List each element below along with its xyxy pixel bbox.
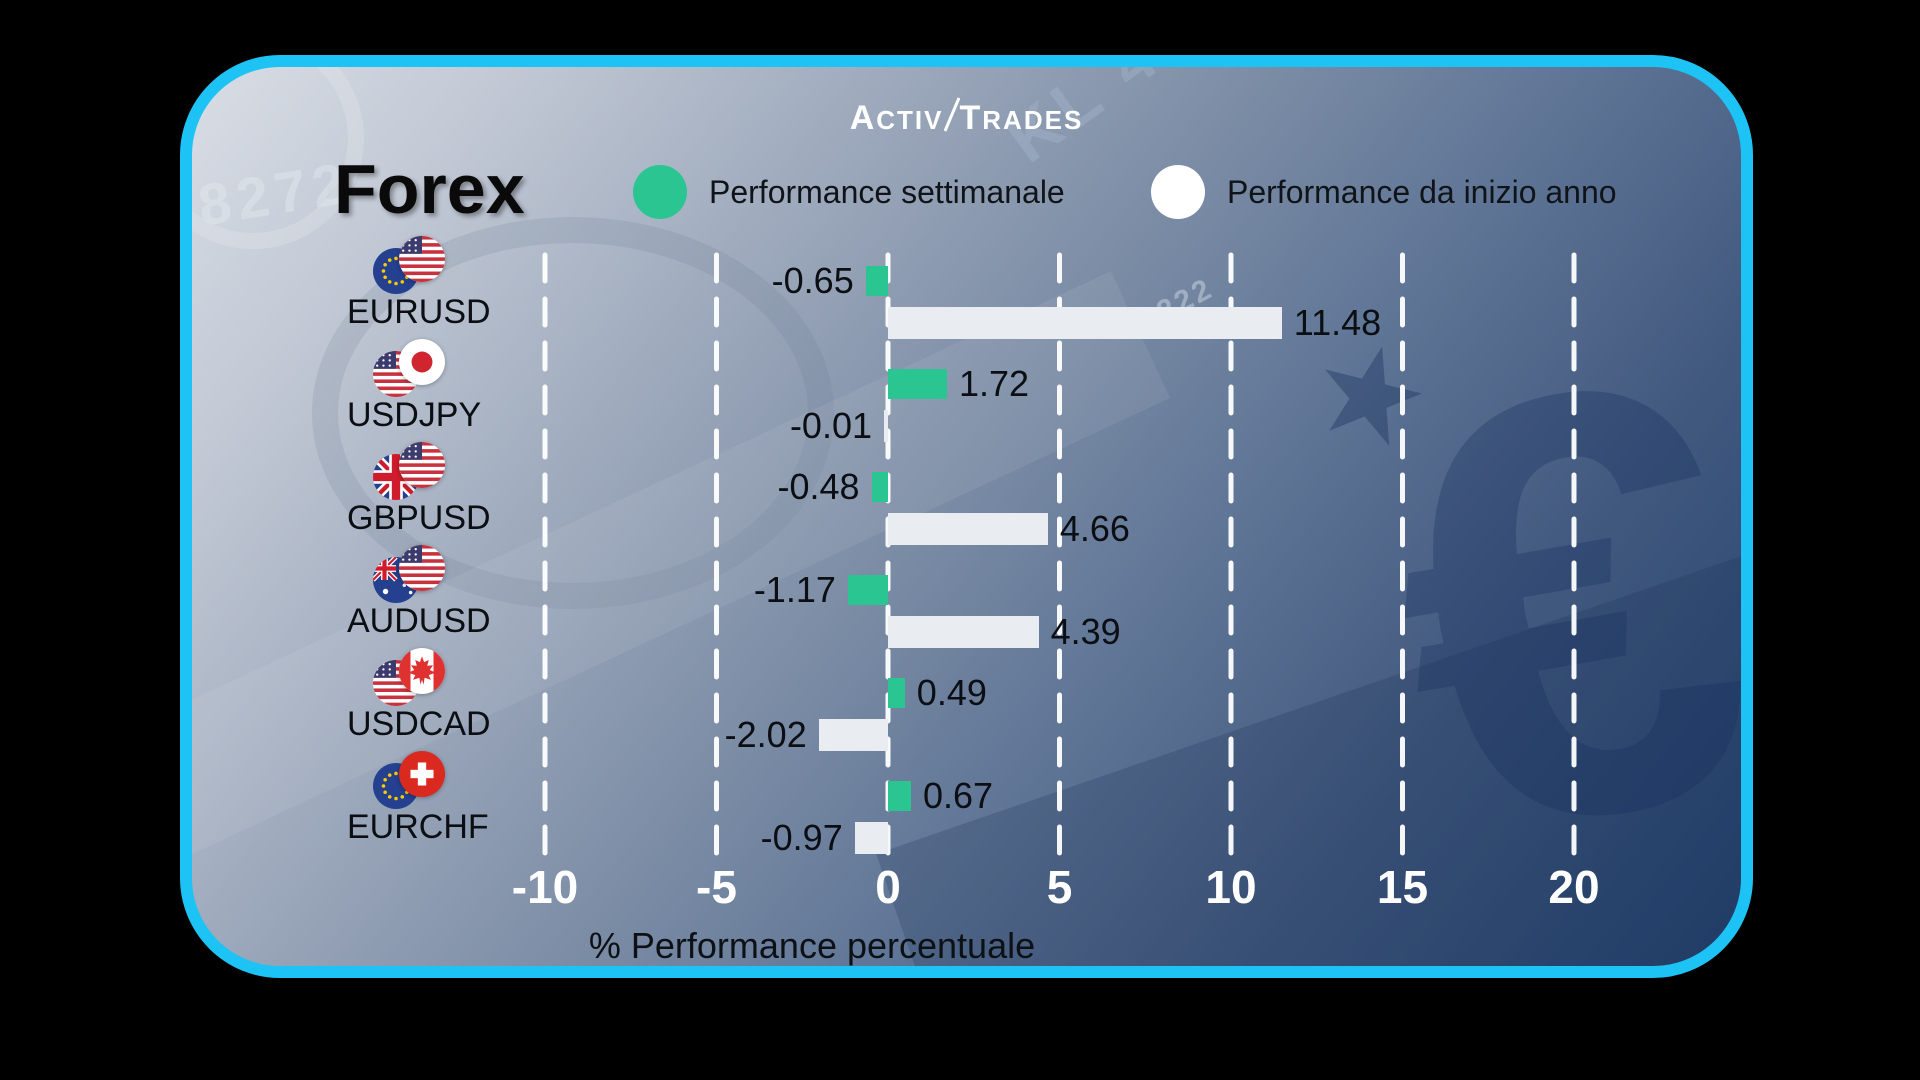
x-axis-title: % Performance percentuale: [588, 925, 1036, 966]
pair-flags-gbpusd: [373, 442, 451, 500]
pair-flags-usdcad: [373, 648, 451, 706]
weekly-bar-eurusd: [865, 266, 888, 296]
pair-label-eurchf: EURCHF: [347, 808, 489, 846]
weekly-bar-usdjpy: [888, 369, 947, 399]
bar-value-label: -0.48: [777, 466, 860, 507]
bar-value-label: 11.48: [1293, 302, 1382, 343]
ytd-bar-usdcad: [818, 719, 888, 751]
ytd-bar-usdjpy: [884, 410, 888, 442]
ytd-bar-audusd: [888, 616, 1039, 648]
weekly-bar-audusd: [847, 575, 888, 605]
pair-label-eurusd: EURUSD: [347, 293, 491, 331]
ytd-bar-eurchf: [854, 822, 888, 854]
logo-activ-rest: CTIV: [876, 105, 944, 135]
x-tick-label: 10: [1205, 861, 1257, 913]
x-tick-label: 5: [1046, 861, 1073, 913]
bar-value-label: 0.67: [922, 775, 994, 816]
pair-flags-eurchf: [373, 751, 451, 809]
pair-label-usdjpy: USDJPY: [347, 396, 482, 434]
flag-us-icon: [399, 442, 445, 488]
activtrades-logo: ACTIV TRADES: [192, 93, 1741, 138]
pair-label-usdcad: USDCAD: [347, 705, 491, 743]
bar-value-label: 0.49: [916, 672, 987, 713]
gridlines: [542, 252, 1577, 861]
x-tick-label: 20: [1548, 861, 1600, 913]
logo-text-activ: ACTIV: [849, 99, 944, 137]
bar-value-label: -2.02: [724, 714, 807, 755]
bar-value-label: -0.65: [771, 260, 854, 301]
logo-slash-icon: [943, 97, 960, 133]
bar-value-label: 4.66: [1059, 508, 1130, 549]
bar-value-label: 4.39: [1050, 611, 1121, 652]
legend-label-weekly: Performance settimanale: [709, 174, 1065, 210]
page-title: Forex: [334, 150, 525, 228]
weekly-bar-usdcad: [888, 678, 905, 708]
logo-text-trades: TRADES: [959, 99, 1084, 137]
weekly-bar-eurchf: [888, 781, 911, 811]
ytd-bar-eurusd: [888, 307, 1282, 339]
flag-jp-icon: [399, 339, 445, 385]
x-tick-label: 15: [1376, 861, 1429, 913]
weekly-bar-gbpusd: [871, 472, 888, 502]
bar-value-label: 1.72: [958, 363, 1030, 404]
pair-label-gbpusd: GBPUSD: [347, 499, 491, 537]
pair-flags-eurusd: [373, 236, 451, 294]
x-tick-label: 0: [875, 861, 901, 913]
white-dot-icon: [1151, 165, 1205, 219]
flag-ca-icon: [399, 648, 445, 694]
logo-trades-rest: RADES: [982, 105, 1084, 135]
pair-label-audusd: AUDUSD: [347, 602, 491, 640]
legend-label-ytd: Performance da inizio anno: [1227, 174, 1617, 210]
green-dot-icon: [633, 165, 687, 219]
x-tick-label: -10: [511, 861, 579, 913]
bar-value-label: -0.97: [760, 817, 843, 858]
x-tick-label: -5: [696, 861, 737, 913]
bar-value-label: -1.17: [753, 569, 836, 610]
pair-flags-usdjpy: [373, 339, 451, 397]
flag-ch-icon: [399, 751, 445, 797]
pair-flags-audusd: [373, 545, 451, 603]
flag-us-icon: [399, 545, 445, 591]
ytd-bar-gbpusd: [888, 513, 1048, 545]
flag-us-icon: [399, 236, 445, 282]
bar-value-label: -0.01: [789, 405, 872, 446]
